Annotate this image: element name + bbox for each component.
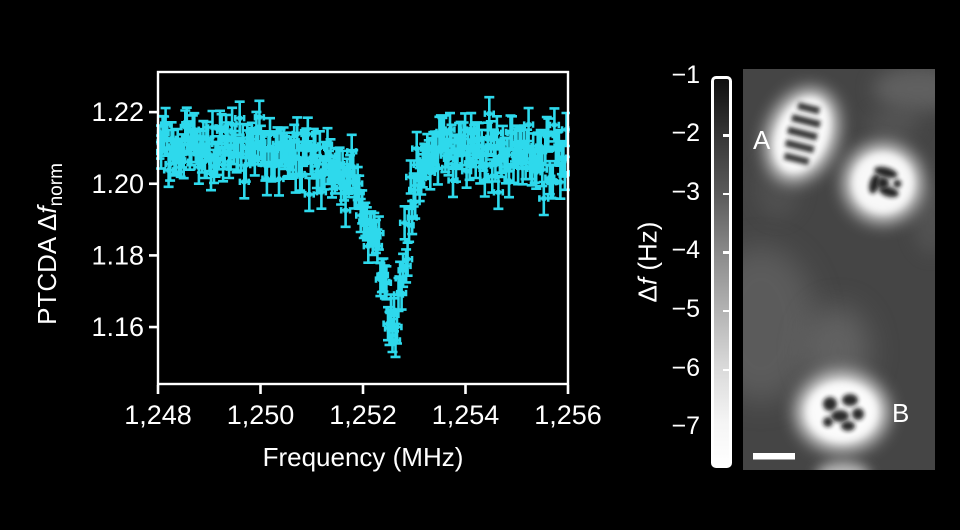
colorbar-title-f: f [632, 277, 663, 286]
scatter-error-bars [156, 95, 570, 359]
colorbar-tick-label: −6 [671, 353, 700, 382]
x-axis-title: Frequency (MHz) [158, 442, 568, 473]
colorbar-tick-label: −5 [671, 294, 700, 323]
afm-edge-blob [818, 462, 868, 470]
afm-image: A B [743, 69, 935, 470]
scatter-markers [157, 111, 569, 343]
colorbar-tick-label: −3 [671, 177, 700, 206]
y-axis-title: PTCDA Δfnorm [32, 163, 68, 325]
colorbar-tick-notch [723, 251, 729, 254]
x-tick-label: 1,256 [534, 400, 602, 430]
y-tick-label: 1.20 [91, 169, 144, 199]
x-axis-title-text: Frequency (MHz) [262, 442, 464, 472]
y-tick-label: 1.22 [91, 97, 144, 127]
x-tick-label: 1,254 [432, 400, 500, 430]
molecule-a [766, 89, 838, 181]
y-axis-title-subscript: norm [46, 163, 67, 207]
colorbar-tick-notch [723, 192, 729, 196]
colorbar-tick-notch [723, 134, 729, 137]
molecule-b [797, 374, 887, 450]
afm-light-patch [743, 246, 816, 402]
colorbar-tick-label: −7 [671, 412, 700, 441]
plot-frame [156, 70, 570, 386]
afm-image-panel: A B [743, 69, 935, 470]
afm-light-patch [867, 110, 919, 138]
x-tick-label: 1,248 [124, 400, 192, 430]
afm-plume [806, 306, 870, 396]
y-tick-label: 1.16 [91, 312, 144, 342]
molecule-a-label: A [753, 125, 771, 155]
colorbar-tick-label: −1 [671, 60, 700, 89]
y-axis-title-f: f [32, 206, 62, 214]
y-axis-title-prefix: PTCDA Δ [32, 213, 62, 325]
colorbar-tick-notch [723, 309, 729, 313]
scale-bar [753, 453, 795, 460]
afm-light-patch [873, 69, 935, 111]
x-tick-label: 1,252 [329, 400, 397, 430]
molecule-b-label: B [892, 398, 909, 428]
x-tick-label: 1,250 [227, 400, 295, 430]
y-tick-label: 1.18 [91, 240, 144, 270]
colorbar-tick-label: −4 [671, 236, 700, 265]
colorbar-tick-notch [723, 368, 729, 372]
molecule-middle [845, 145, 921, 221]
colorbar-tick-label: −2 [671, 119, 700, 148]
afm-light-patch [913, 184, 935, 254]
colorbar-gradient [711, 76, 732, 468]
